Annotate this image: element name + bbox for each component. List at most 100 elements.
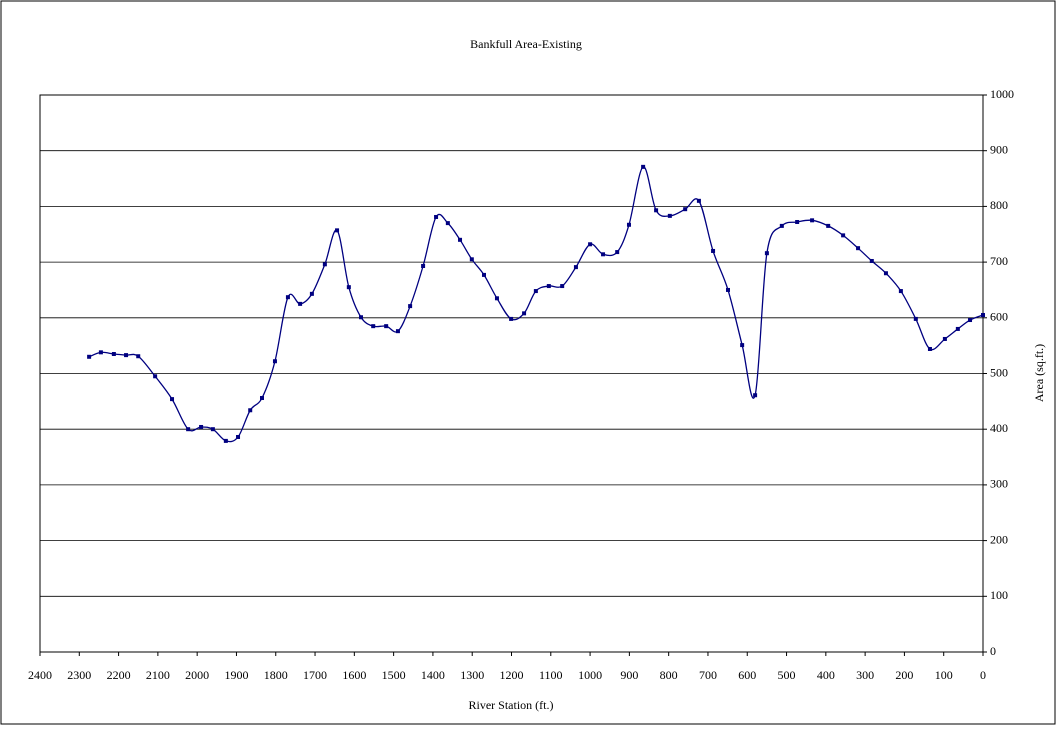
x-tick-label: 1500 xyxy=(382,668,406,682)
data-point xyxy=(740,343,745,348)
data-point xyxy=(285,295,290,300)
data-point xyxy=(981,313,985,318)
data-point xyxy=(210,427,215,432)
x-tick-label: 400 xyxy=(817,668,835,682)
data-point xyxy=(259,396,264,401)
x-tick-label: 1100 xyxy=(539,668,563,682)
data-point xyxy=(533,289,538,294)
data-point xyxy=(560,284,565,289)
data-point xyxy=(696,198,701,203)
data-point xyxy=(298,301,303,306)
data-point xyxy=(87,354,92,359)
data-point xyxy=(469,257,474,262)
data-point xyxy=(546,284,551,289)
data-point xyxy=(170,397,175,402)
x-tick-label: 2300 xyxy=(67,668,91,682)
y-tick-label: 500 xyxy=(990,365,1008,379)
data-point xyxy=(408,304,413,309)
data-point xyxy=(346,285,351,290)
data-point xyxy=(588,242,593,247)
data-point xyxy=(753,393,758,398)
y-tick-label: 200 xyxy=(990,532,1008,546)
x-tick-label: 1200 xyxy=(500,668,524,682)
data-point xyxy=(395,329,400,334)
data-point xyxy=(683,207,688,212)
data-line xyxy=(88,166,984,443)
data-point xyxy=(841,233,846,238)
data-point xyxy=(654,208,659,213)
x-tick-label: 100 xyxy=(935,668,953,682)
data-point xyxy=(309,291,314,296)
x-tick-label: 2200 xyxy=(107,668,131,682)
chart-title: Bankfull Area-Existing xyxy=(470,37,582,51)
data-point xyxy=(111,352,116,357)
data-point xyxy=(335,228,340,233)
data-point xyxy=(913,316,918,321)
data-point xyxy=(711,248,716,253)
data-point xyxy=(223,438,228,443)
x-tick-label: 1400 xyxy=(421,668,445,682)
data-point xyxy=(968,318,973,323)
data-point xyxy=(795,219,800,224)
x-tick-label: 200 xyxy=(895,668,913,682)
x-tick-label: 500 xyxy=(778,668,796,682)
y-tick-label: 700 xyxy=(990,254,1008,268)
data-point xyxy=(898,289,903,294)
y-tick-label: 400 xyxy=(990,421,1008,435)
y-tick-label: 0 xyxy=(990,644,996,658)
y-axis-label: Area (sq.ft.) xyxy=(1032,344,1046,402)
data-point xyxy=(272,359,277,364)
x-tick-label: 1600 xyxy=(342,668,366,682)
data-point xyxy=(199,424,204,429)
data-point xyxy=(248,408,253,413)
data-point xyxy=(153,374,158,379)
x-tick-label: 2100 xyxy=(146,668,170,682)
data-point xyxy=(869,258,874,263)
x-tick-label: 1800 xyxy=(264,668,288,682)
data-point xyxy=(856,246,861,251)
data-point xyxy=(458,237,463,242)
data-point xyxy=(826,223,831,228)
x-tick-label: 700 xyxy=(699,668,717,682)
data-point xyxy=(522,311,527,316)
data-point xyxy=(615,250,620,255)
data-point xyxy=(359,315,364,320)
x-tick-label: 1300 xyxy=(460,668,484,682)
data-point xyxy=(384,324,389,329)
data-point xyxy=(98,350,103,355)
data-point xyxy=(764,251,769,256)
data-point xyxy=(445,221,450,226)
y-tick-label: 1000 xyxy=(990,87,1014,101)
data-point xyxy=(481,272,486,277)
data-point xyxy=(942,336,947,341)
x-tick-label: 1900 xyxy=(224,668,248,682)
plot-area xyxy=(39,94,984,653)
data-point xyxy=(124,353,129,358)
data-point xyxy=(421,263,426,268)
data-point xyxy=(186,427,191,432)
data-point xyxy=(883,271,888,276)
data-point xyxy=(725,287,730,292)
x-tick-label: 300 xyxy=(856,668,874,682)
data-point xyxy=(136,354,141,359)
data-point xyxy=(955,326,960,331)
x-tick-label: 2400 xyxy=(28,668,52,682)
data-point xyxy=(810,218,815,223)
x-tick-label: 0 xyxy=(980,668,986,682)
data-point xyxy=(626,222,631,227)
data-point xyxy=(322,262,327,267)
data-point xyxy=(236,434,241,439)
data-point xyxy=(573,265,578,270)
data-point xyxy=(779,223,784,228)
x-tick-label: 1000 xyxy=(578,668,602,682)
x-tick-label: 800 xyxy=(660,668,678,682)
x-tick-label: 600 xyxy=(738,668,756,682)
data-point xyxy=(641,164,646,169)
y-tick-label: 600 xyxy=(990,310,1008,324)
x-tick-label: 1700 xyxy=(303,668,327,682)
data-point xyxy=(927,346,932,351)
y-tick-label: 100 xyxy=(990,588,1008,602)
y-tick-label: 900 xyxy=(990,142,1008,156)
